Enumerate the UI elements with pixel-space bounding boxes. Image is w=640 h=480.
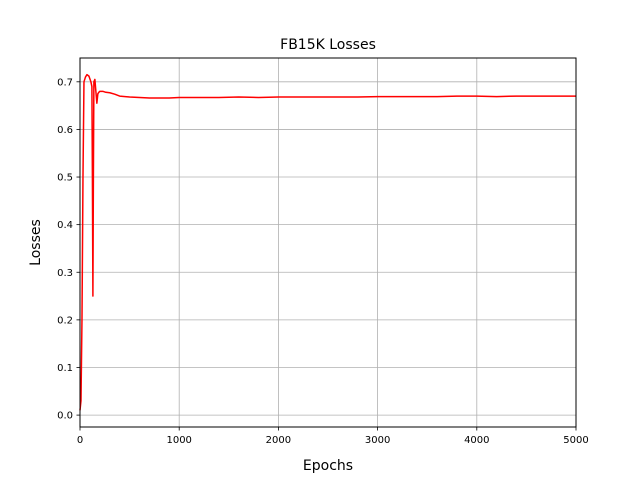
grid-lines (79, 58, 577, 427)
x-tick-label: 2000 (266, 435, 291, 446)
chart-title: FB15K Losses (280, 37, 376, 53)
x-axis-label: Epochs (303, 458, 353, 474)
x-tick-label: 4000 (464, 435, 489, 446)
x-tick-label: 3000 (365, 435, 390, 446)
y-tick-label: 0.7 (57, 77, 73, 88)
series-layer (79, 73, 576, 411)
x-tick-label: 0 (77, 435, 83, 446)
y-tick-label: 0.6 (57, 125, 73, 136)
y-axis: 0.0 0.1 0.2 0.3 0.4 0.5 0.6 0.7 (57, 77, 80, 422)
y-tick-label: 0.3 (57, 268, 73, 279)
x-axis: 0 1000 2000 3000 4000 5000 (77, 427, 589, 446)
y-tick-label: 0.5 (57, 173, 73, 184)
loss-series-line (79, 73, 576, 411)
x-tick-label: 5000 (563, 435, 588, 446)
y-axis-label: Losses (28, 219, 44, 266)
x-tick-label: 1000 (166, 435, 191, 446)
y-tick-label: 0.0 (57, 411, 73, 422)
plot-frame (79, 57, 577, 428)
y-tick-label: 0.4 (57, 220, 73, 231)
y-tick-label: 0.2 (57, 315, 73, 326)
y-tick-label: 0.1 (57, 363, 73, 374)
